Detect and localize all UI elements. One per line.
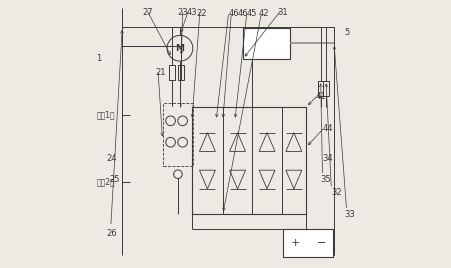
Circle shape [166,116,175,126]
Text: 42: 42 [259,9,270,18]
Bar [283,229,333,257]
Text: 27: 27 [143,8,153,17]
Text: 32: 32 [331,188,342,198]
Text: 34: 34 [322,154,333,163]
Text: 24: 24 [106,154,117,163]
Text: M: M [175,44,184,53]
Text: 46: 46 [229,9,239,18]
Text: 23: 23 [178,8,189,17]
Bar [169,65,175,80]
Text: 交入2路: 交入2路 [97,178,115,187]
Text: +: + [290,238,300,248]
Circle shape [167,35,193,61]
Bar [162,103,193,166]
Text: 1: 1 [97,54,101,64]
Text: 21: 21 [156,68,166,77]
Text: 5: 5 [345,28,350,37]
Circle shape [178,116,188,126]
Circle shape [166,137,175,147]
Text: 35: 35 [320,175,331,184]
Text: 交入1路: 交入1路 [97,111,115,120]
Text: 31: 31 [278,8,288,17]
Bar [323,81,329,96]
Text: 26: 26 [106,229,117,238]
Text: 46: 46 [238,9,248,18]
Bar [318,81,323,96]
Text: 44: 44 [322,124,333,133]
Circle shape [178,137,188,147]
Text: −: − [318,238,327,248]
Bar [178,65,184,80]
Text: 43: 43 [187,8,198,17]
Bar [192,107,306,214]
Circle shape [174,170,182,178]
Text: 22: 22 [197,9,207,18]
Bar [243,28,290,59]
Text: 41: 41 [315,92,326,101]
Text: 25: 25 [109,175,120,184]
Text: 45: 45 [246,9,257,18]
Text: 33: 33 [344,210,354,219]
